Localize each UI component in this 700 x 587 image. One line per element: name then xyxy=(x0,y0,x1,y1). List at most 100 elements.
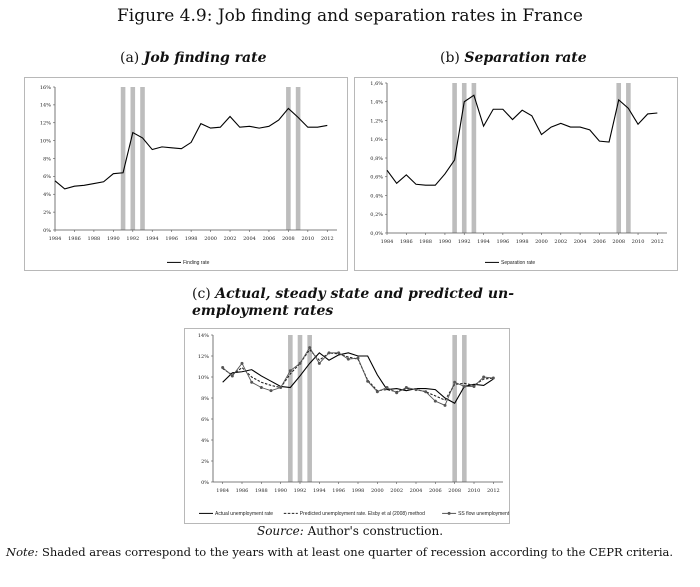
chart-a-x-tick-label: 2012 xyxy=(321,236,334,242)
panel-a-label: (a) xyxy=(120,50,140,66)
chart-b-x-tick-label: 2004 xyxy=(574,239,587,245)
chart-c-recession-bar-1992 xyxy=(297,335,303,482)
chart-b-x-tick-label: 2010 xyxy=(632,239,645,245)
chart-b-x-tick-label: 1994 xyxy=(477,239,490,245)
panel-c-title: (c) Actual, steady state and predicted u… xyxy=(192,286,522,320)
chart-a-y-tick-label: 10% xyxy=(40,138,51,144)
chart-c-x-tick-label: 1986 xyxy=(236,488,249,494)
chart-c-series-2-point xyxy=(462,384,466,388)
chart-a-y-tick-label: 0% xyxy=(43,228,51,234)
chart-b-recession-bar-2009 xyxy=(626,83,631,233)
chart-a-recession-bar-1992 xyxy=(130,87,136,230)
chart-c-x-tick-label: 1994 xyxy=(313,488,326,494)
chart-c-series-2-point xyxy=(491,376,495,380)
chart-c-x-tick-label: 1996 xyxy=(332,488,345,494)
chart-b-x-tick-label: 1992 xyxy=(458,239,471,245)
chart-c-series-2-point xyxy=(424,390,428,394)
panel-b-title: (b) Separation rate xyxy=(440,50,587,66)
chart-a-legend-label-0: Finding rate xyxy=(183,260,210,266)
chart-c-series-2-point xyxy=(317,361,321,365)
chart-c-series-2-point xyxy=(269,389,273,393)
panel-a-title-text: Job finding rate xyxy=(143,50,267,66)
chart-a-recession-bar-1991 xyxy=(120,87,126,230)
chart-c-legend-label-1: Predicted unemployment rate. Elsby et al… xyxy=(300,511,425,517)
chart-a-x-tick-label: 1984 xyxy=(49,236,62,242)
chart-c-legend-item-1: Predicted unemployment rate. Elsby et al… xyxy=(283,511,425,517)
note-label: Note: xyxy=(6,545,39,559)
chart-b-x-tick-label: 2002 xyxy=(554,239,567,245)
chart-a-x-tick-label: 1992 xyxy=(126,236,139,242)
chart-a-y-tick-label: 6% xyxy=(43,174,51,180)
chart-c-series-2-point xyxy=(308,346,312,350)
chart-b-x-tick-label: 2012 xyxy=(651,239,664,245)
chart-a-x-tick-label: 2000 xyxy=(204,236,217,242)
chart-a-x-tick-label: 2010 xyxy=(301,236,314,242)
chart-b-recession-bar-2008 xyxy=(616,83,622,233)
chart-a-x-tick-label: 1994 xyxy=(146,236,159,242)
chart-c-x-tick-label: 2006 xyxy=(429,488,442,494)
chart-c-series-2-point xyxy=(375,390,379,394)
chart-c-x-tick-label: 2004 xyxy=(410,488,423,494)
chart-c-y-tick-label: 12% xyxy=(198,354,209,360)
chart-b-x-tick-label: 2008 xyxy=(612,239,625,245)
chart-a-recession-bar-1993 xyxy=(140,87,145,230)
chart-c-series-2-point xyxy=(453,380,457,384)
chart-c-series-2-point xyxy=(433,399,437,403)
chart-b-y-tick-label: 0,6% xyxy=(370,175,383,181)
chart-b-y-tick-label: 1,0% xyxy=(370,137,383,143)
chart-a-recession-bar-2009 xyxy=(295,87,301,230)
chart-panel-b: 0,0% 0,2% 0,4% 0,6% 0,8% 1,0% 1,2% 1,4% 1,6% 1984… xyxy=(354,77,678,271)
chart-c-recession-bar-1991 xyxy=(288,335,293,482)
chart-c-series-2-point xyxy=(414,388,418,392)
chart-b-y-tick-label: 0,8% xyxy=(370,156,383,162)
chart-c-x-tick-label: 2000 xyxy=(371,488,384,494)
chart-c-series-2-point xyxy=(327,351,331,355)
note-text: Shaded areas correspond to the years wit… xyxy=(41,545,674,559)
chart-b-x-tick-label: 1998 xyxy=(516,239,529,245)
chart-a-x-tick-label: 1996 xyxy=(165,236,178,242)
chart-a-x-tick-label: 1990 xyxy=(107,236,120,242)
chart-a-x-tick-label: 2002 xyxy=(224,236,237,242)
chart-b-x-tick-label: 1996 xyxy=(496,239,509,245)
chart-c-y-tick-label: 8% xyxy=(201,396,209,402)
chart-c-series-2-point xyxy=(230,374,234,378)
chart-panel-a: 0% 2% 4% 6% 8% 10% 12% 14% 16% 1984 1986 1988 1990 19… xyxy=(24,77,348,271)
chart-a-y-tick-label: 16% xyxy=(40,85,51,91)
panel-b-title-text: Separation rate xyxy=(464,50,587,66)
chart-a-y-tick-label: 2% xyxy=(43,210,51,216)
source-label: Source: xyxy=(256,524,304,538)
chart-c-series-2-point xyxy=(404,386,408,389)
chart-a-x-tick-label: 1986 xyxy=(68,236,81,242)
chart-b-y-tick-label: 0,2% xyxy=(370,212,383,218)
chart-b-y-tick-label: 1,6% xyxy=(370,81,383,87)
chart-a-series-line-0 xyxy=(54,107,328,190)
chart-c-y-tick-label: 10% xyxy=(198,375,209,381)
chart-c-series-2-point xyxy=(279,386,283,389)
chart-c-series-2-point xyxy=(366,379,370,383)
chart-c-y-tick-label: 14% xyxy=(198,333,209,339)
chart-c-x-tick-label: 1984 xyxy=(216,488,229,494)
chart-b-legend-item-0: Separation rate xyxy=(485,260,535,266)
chart-a-y-tick-label: 8% xyxy=(43,156,51,162)
chart-c-series-2-point xyxy=(356,356,360,360)
chart-b-x-tick-label: 2000 xyxy=(535,239,548,245)
figure-title: Figure 4.9: Job finding and separation r… xyxy=(117,6,583,26)
chart-c-series-2-point xyxy=(288,369,292,373)
panel-c-label: (c) xyxy=(192,286,211,302)
chart-b-x-tick-label: 2006 xyxy=(593,239,606,245)
chart-c-recession-bar-2008 xyxy=(452,335,457,482)
chart-c-series-2-point xyxy=(482,375,486,379)
chart-a-legend-item-0: Finding rate xyxy=(167,260,210,266)
chart-b-series-line-0 xyxy=(386,94,658,186)
chart-a-y-tick-label: 12% xyxy=(40,121,51,127)
chart-a-y-tick-label: 14% xyxy=(40,103,51,109)
chart-c-x-tick-label: 2002 xyxy=(390,488,403,494)
chart-c-legend-item-0: Actual unemployment rate xyxy=(199,511,273,517)
chart-b-x-tick-label: 1986 xyxy=(400,239,413,245)
chart-b-legend-label-0: Separation rate xyxy=(501,260,535,266)
panel-b-label: (b) xyxy=(440,50,460,66)
chart-c-legend-item-2: SS flow unemployment xyxy=(442,511,509,517)
chart-a-x-tick-label: 2008 xyxy=(282,236,295,242)
chart-b-x-tick-label: 1990 xyxy=(439,239,452,245)
chart-b-y-tick-label: 1,4% xyxy=(370,100,383,106)
